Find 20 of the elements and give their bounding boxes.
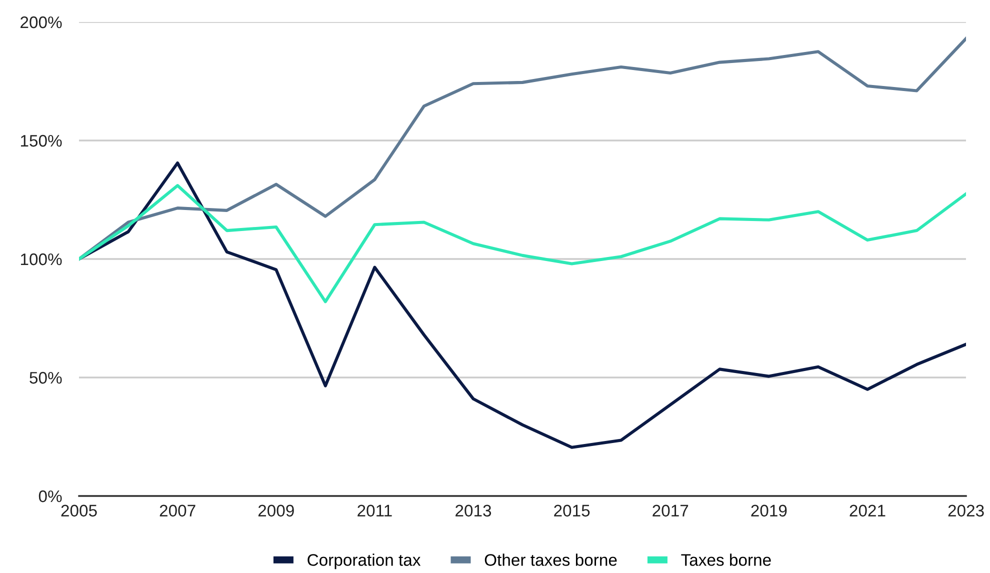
legend-label: Corporation tax — [308, 554, 421, 570]
x-tick-label: 2015 — [554, 504, 590, 517]
y-tick-label: 100% — [20, 253, 62, 266]
line-series — [79, 161, 966, 449]
x-tick-label: 2017 — [652, 504, 688, 517]
x-tick-label: 2023 — [948, 504, 984, 517]
legend-label: Other taxes borne — [484, 554, 617, 566]
x-tick-label: 2019 — [751, 504, 787, 517]
y-tick-label: 200% — [20, 16, 62, 28]
y-tick-label: 50% — [30, 372, 62, 384]
x-tick-label: 2013 — [456, 504, 492, 517]
x-tick-label: 2021 — [850, 504, 886, 517]
x-tick-label: 2009 — [258, 504, 294, 517]
x-tick-label: 2011 — [358, 504, 392, 517]
legend-label: Taxes borne — [681, 554, 771, 566]
x-tick-label: 2007 — [160, 504, 196, 517]
line-series — [79, 184, 966, 304]
y-tick-label: 0% — [38, 490, 62, 502]
y-tick-label: 150% — [20, 134, 62, 147]
x-tick-label: 2005 — [61, 504, 97, 517]
